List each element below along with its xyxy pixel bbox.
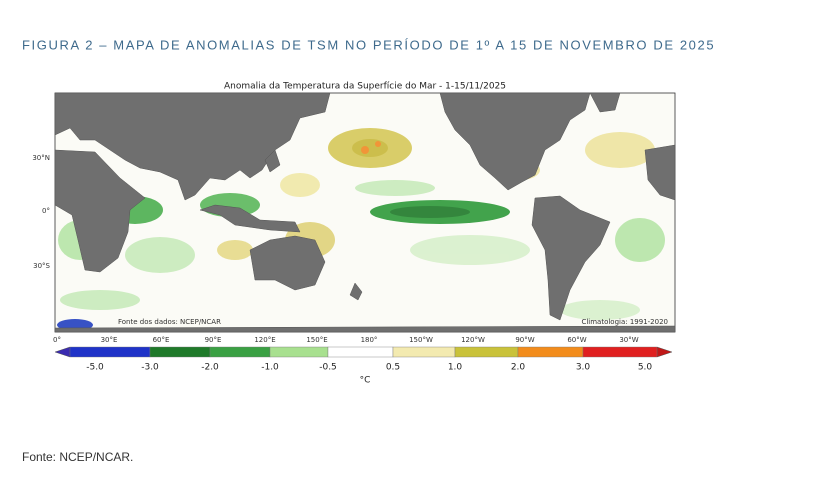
lon-label: 150°W (409, 336, 433, 344)
colorbar-label: -0.5 (319, 363, 337, 373)
lon-label: 120°E (254, 336, 275, 344)
colorbar-segment (392, 346, 456, 358)
lat-label: 0° (42, 207, 50, 215)
lon-label: 30°W (619, 336, 638, 344)
colorbar-segment (149, 346, 211, 358)
colorbar-segment (582, 346, 658, 358)
data-source-note: Fonte dos dados: NCEP/NCAR (118, 318, 221, 326)
colorbar-label: 3.0 (576, 363, 591, 373)
lon-label: 0° (53, 336, 61, 344)
lat-label: 30°S (33, 262, 50, 270)
colorbar-end (656, 346, 673, 358)
colorbar-segment (69, 346, 151, 358)
colorbar-segment (517, 346, 584, 358)
colorbar-segment (269, 346, 329, 358)
colorbar-label: -2.0 (201, 363, 219, 373)
map: Fonte dos dados: NCEP/NCAR Climatologia:… (54, 92, 676, 333)
footer-source: Fonte: NCEP/NCAR. (22, 450, 133, 464)
lon-label: 120°W (461, 336, 485, 344)
colorbar-label: -5.0 (86, 363, 104, 373)
figure-caption: FIGURA 2 – MAPA DE ANOMALIAS DE TSM NO P… (22, 37, 715, 52)
colorbar: -5.0 -3.0 -2.0 -1.0 -0.5 0.5 1.0 2.0 3.0 5.0 (54, 346, 673, 373)
lon-label: 60°W (567, 336, 586, 344)
lon-label: 90°E (205, 336, 222, 344)
colorbar-segment (209, 346, 271, 358)
colorbar-unit: °C (360, 376, 371, 386)
colorbar-segment (454, 346, 519, 358)
lon-label: 180° (361, 336, 378, 344)
lon-label: 60°E (153, 336, 170, 344)
colorbar-label: -1.0 (261, 363, 279, 373)
climatology-note: Climatologia: 1991-2020 (581, 318, 668, 326)
lon-label: 90°W (515, 336, 534, 344)
colorbar-label: 1.0 (448, 363, 463, 373)
lat-label: 30°N (32, 154, 50, 162)
lon-label: 30°E (101, 336, 118, 344)
colorbar-label: -3.0 (141, 363, 159, 373)
colorbar-end (54, 346, 71, 358)
map-title: Anomalia da Temperatura da Superfície do… (224, 82, 506, 92)
colorbar-label: 2.0 (511, 363, 526, 373)
colorbar-label: 5.0 (638, 363, 653, 373)
colorbar-segment (327, 346, 394, 358)
axis-labels: 30°N 0° 30°S 0° 30°E 60°E 90°E 120°E 150°E 180° 15… (32, 154, 638, 344)
colorbar-label: 0.5 (386, 363, 400, 373)
lon-label: 150°E (306, 336, 327, 344)
